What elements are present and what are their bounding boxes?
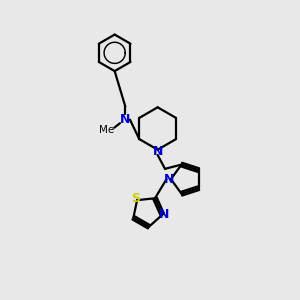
Text: N: N [120, 113, 130, 126]
Text: N: N [159, 208, 169, 221]
Text: Me: Me [98, 125, 114, 135]
Text: N: N [164, 172, 175, 186]
Text: N: N [152, 145, 163, 158]
Text: S: S [131, 192, 140, 205]
